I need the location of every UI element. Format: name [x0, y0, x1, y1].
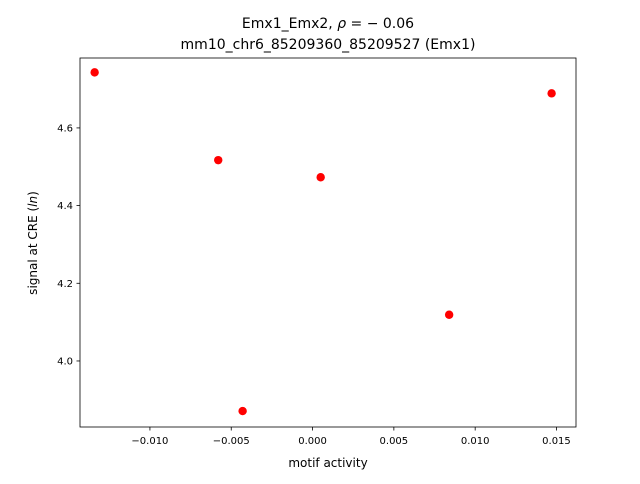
- y-tick-label: 4.0: [57, 356, 73, 367]
- data-point: [238, 406, 247, 416]
- chart-title-line1: Emx1_Emx2, ρ = − 0.06: [242, 16, 414, 32]
- data-point: [214, 155, 223, 165]
- x-axis-label: motif activity: [288, 456, 367, 470]
- x-tick-label: −0.005: [213, 436, 250, 447]
- y-label-suffix: ): [26, 191, 40, 196]
- y-label-prefix: signal at CRE (: [26, 207, 40, 295]
- plot-area: −0.010 −0.005 0.000 0.005 0.010 0.015 4.0 4.2 4.…: [57, 57, 577, 447]
- title-suffix: = − 0.06: [346, 16, 414, 32]
- chart-title-line2: mm10_chr6_85209360_85209527 (Emx1): [181, 37, 476, 53]
- x-tick-label: 0.015: [542, 436, 571, 447]
- y-tick-label: 4.6: [57, 123, 73, 134]
- x-tick-label: 0.010: [461, 436, 490, 447]
- title-rho: ρ: [337, 16, 346, 32]
- plot-frame: [79, 57, 577, 428]
- x-tick-label: −0.010: [131, 436, 168, 447]
- data-point: [316, 173, 325, 182]
- x-tick-label: 0.000: [298, 436, 327, 447]
- title-prefix: Emx1_Emx2,: [242, 16, 337, 32]
- data-point: [444, 310, 454, 319]
- y-tick-label: 4.2: [57, 279, 73, 290]
- y-tick-label: 4.4: [57, 201, 73, 212]
- data-point: [90, 68, 99, 77]
- y-axis-label: signal at CRE (ln): [26, 191, 40, 295]
- x-tick-label: 0.005: [380, 436, 409, 447]
- data-point: [547, 89, 556, 98]
- y-label-italic: ln: [26, 196, 40, 207]
